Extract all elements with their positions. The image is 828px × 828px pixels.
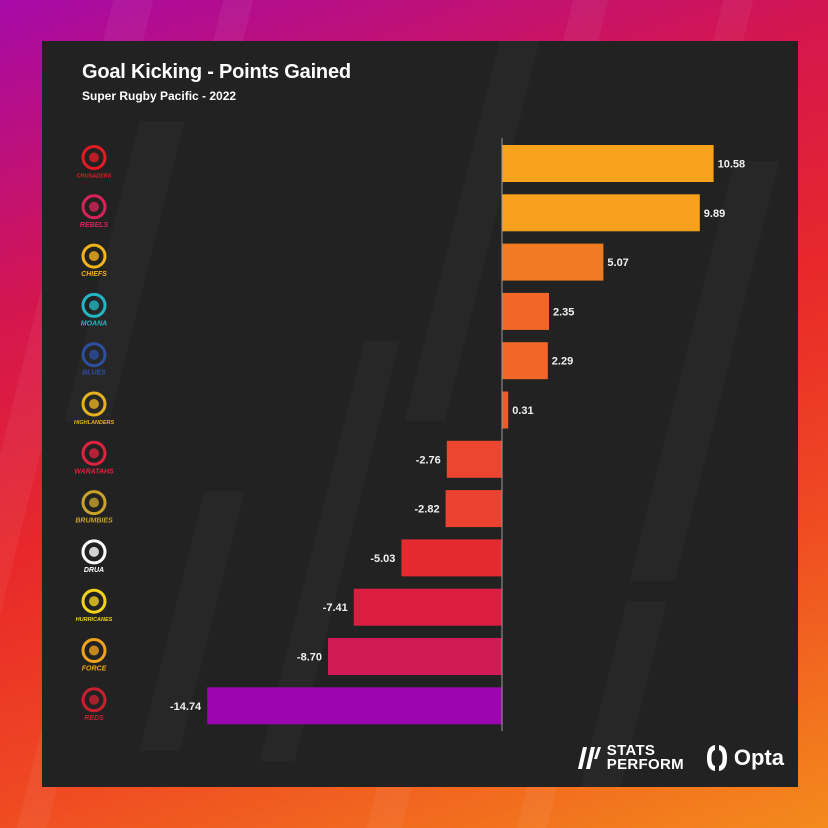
emblem-core <box>89 546 99 557</box>
bar-chiefs <box>502 243 604 281</box>
crusaders-emblem-icon <box>81 145 107 170</box>
emblem-core <box>89 251 99 262</box>
rebels-logo: REBELS <box>80 194 109 229</box>
team-wordmark: BLUES <box>82 370 106 377</box>
bar-crusaders <box>502 145 714 182</box>
blues-emblem-icon <box>81 342 107 368</box>
value-label: 2.29 <box>552 356 573 368</box>
opta-icon <box>706 745 727 771</box>
bar-waratahs <box>446 440 502 478</box>
team-wordmark: REBELS <box>80 222 109 229</box>
bar-blues <box>502 342 548 380</box>
team-wordmark: HIGHLANDERS <box>74 420 115 426</box>
blues-logo: BLUES <box>81 342 107 377</box>
hurricanes-logo: HURRICANES <box>76 588 113 623</box>
moana-logo: MOANA <box>81 292 107 327</box>
value-label: -8.70 <box>297 652 322 664</box>
value-label: 0.31 <box>512 405 533 417</box>
team-wordmark: REDS <box>84 715 104 722</box>
emblem-core <box>89 497 99 508</box>
perform-text: PERFORM <box>606 756 684 773</box>
force-logo: FORCE <box>81 638 107 673</box>
footer-branding: STATS PERFORM Opta <box>577 743 784 773</box>
team-logos: CRUSADERS REBELS CHIEFS MOANA BLUES HIGHLANDE… <box>74 145 115 722</box>
bar-reds <box>207 687 502 725</box>
value-label: -7.41 <box>323 602 348 614</box>
chiefs-emblem-icon <box>81 243 107 269</box>
stats-perform-logo: STATS PERFORM <box>577 742 684 773</box>
drua-emblem-icon <box>81 539 107 565</box>
value-label: 2.35 <box>553 306 574 318</box>
value-label: -5.03 <box>370 553 395 565</box>
bar-moana-pasifika <box>502 292 549 330</box>
chart-title: Goal Kicking - Points Gained <box>82 61 351 83</box>
emblem-core <box>89 201 99 212</box>
team-wordmark: CRUSADERS <box>77 174 112 180</box>
hurricanes-emblem-icon <box>81 588 107 614</box>
value-label: 10.58 <box>718 159 746 171</box>
bar-brumbies <box>445 490 502 528</box>
reds-logo: REDS <box>81 687 107 722</box>
team-wordmark: DRUA <box>84 567 104 574</box>
bar-chart: CRUSADERS REBELS CHIEFS MOANA BLUES HIGHLANDE… <box>74 138 745 731</box>
value-label: 9.89 <box>704 208 725 220</box>
value-label: -14.74 <box>170 701 202 713</box>
waratahs-logo: WARATAHS <box>74 440 114 475</box>
emblem-core <box>89 300 99 311</box>
highlanders-logo: HIGHLANDERS <box>74 391 115 426</box>
emblem-core <box>89 349 99 360</box>
crusaders-logo: CRUSADERS <box>77 145 112 180</box>
brumbies-logo: BRUMBIES <box>75 490 113 525</box>
highlanders-emblem-icon <box>81 391 107 417</box>
value-label: 5.07 <box>607 257 628 269</box>
emblem-core <box>89 448 99 459</box>
force-emblem-icon <box>81 638 107 663</box>
emblem-core <box>89 152 99 163</box>
emblem-core <box>89 399 99 409</box>
bar-melbourne-rebels <box>502 194 700 232</box>
bars <box>207 145 714 725</box>
bar-western-force <box>328 638 502 675</box>
team-wordmark: CHIEFS <box>81 271 107 278</box>
waratahs-emblem-icon <box>81 440 107 466</box>
team-wordmark: WARATAHS <box>74 468 114 475</box>
opta-logo: Opta <box>706 743 784 773</box>
brumbies-emblem-icon <box>81 490 107 516</box>
stats-perform-icon <box>577 747 601 769</box>
bar-highlanders <box>502 391 509 429</box>
team-wordmark: FORCE <box>82 666 107 673</box>
emblem-core <box>89 645 99 656</box>
team-wordmark: BRUMBIES <box>75 518 113 525</box>
team-wordmark: MOANA <box>81 320 107 327</box>
emblem-core <box>89 694 99 705</box>
bar-hurricanes <box>353 588 502 626</box>
bar-fijian-drua <box>401 539 502 577</box>
drua-logo: DRUA <box>81 539 107 574</box>
value-label: -2.76 <box>416 454 441 466</box>
opta-text: Opta <box>733 745 784 770</box>
value-label: -2.82 <box>415 504 440 516</box>
reds-emblem-icon <box>81 687 107 713</box>
chart-subtitle: Super Rugby Pacific - 2022 <box>82 89 237 103</box>
value-labels: 10.58 9.89 5.07 2.35 2.29 0.31 -2.76 -2.82 -5.03… <box>170 159 745 713</box>
team-wordmark: HURRICANES <box>76 617 113 623</box>
emblem-core <box>89 596 99 607</box>
chart-card: Goal Kicking - Points Gained Super Rugby… <box>42 41 798 787</box>
moana-emblem-icon <box>81 292 107 318</box>
chiefs-logo: CHIEFS <box>81 243 107 278</box>
stats-text: STATS <box>606 742 656 759</box>
rebels-emblem-icon <box>81 194 107 220</box>
